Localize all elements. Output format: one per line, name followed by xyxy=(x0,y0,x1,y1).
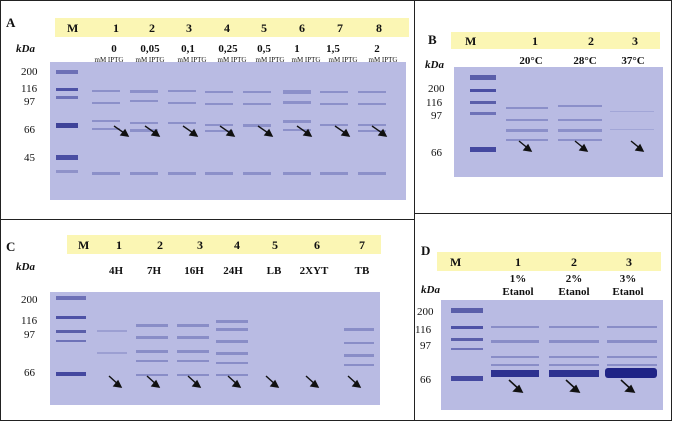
marker-label: 200 xyxy=(428,83,445,95)
condition-label: 28°C xyxy=(573,55,597,67)
lane-label: 3 xyxy=(186,21,192,35)
marker-label: 66 xyxy=(24,124,35,136)
marker-label: 97 xyxy=(431,110,442,122)
condition-label: 0,5 xyxy=(257,43,271,55)
panel-divider-left xyxy=(0,219,414,220)
marker-label: 97 xyxy=(420,340,431,352)
marker-label: 66 xyxy=(420,374,431,386)
lane-label: 2 xyxy=(157,238,163,252)
marker-label: 200 xyxy=(417,306,434,318)
condition-label: 2% xyxy=(565,273,583,285)
lane-label: 2 xyxy=(149,21,155,35)
condition-label: LB xyxy=(266,265,282,277)
marker-label: 45 xyxy=(24,152,35,164)
condition-unit: mM IPTG xyxy=(328,56,358,64)
gel-image-a xyxy=(50,62,406,200)
marker-label: 116 xyxy=(21,315,38,327)
lane-label-m: M xyxy=(465,34,477,48)
lane-label: 3 xyxy=(626,255,632,269)
lane-label: 1 xyxy=(113,21,119,35)
lane-label: 4 xyxy=(224,21,230,35)
condition-label: Etanol xyxy=(502,286,534,298)
marker-label: 200 xyxy=(21,294,38,306)
lane-label: 1 xyxy=(515,255,521,269)
condition-unit: mM IPTG xyxy=(255,56,285,64)
marker-label: 116 xyxy=(426,97,443,109)
gel-image-d xyxy=(441,300,663,410)
condition-label: 2 xyxy=(374,43,380,55)
panel-d-label: D xyxy=(421,243,431,258)
lane-label: 3 xyxy=(632,34,638,48)
condition-label: 7H xyxy=(146,265,162,277)
panel-b-label: B xyxy=(428,32,437,47)
marker-label: 200 xyxy=(21,66,38,78)
panel-b-lane-bar xyxy=(451,32,660,49)
condition-unit: mM IPTG xyxy=(217,56,247,64)
marker-label: 66 xyxy=(431,147,442,159)
lane-label: 5 xyxy=(272,238,278,252)
condition-label: 0,1 xyxy=(181,43,195,55)
condition-label: 16H xyxy=(184,265,204,277)
condition-label: Etanol xyxy=(558,286,590,298)
marker-label: 116 xyxy=(415,324,432,336)
kda-label: kDa xyxy=(421,284,440,296)
lane-label: 7 xyxy=(337,21,343,35)
lane-label: 1 xyxy=(116,238,122,252)
panel-a-label: A xyxy=(6,15,16,30)
marker-label: 97 xyxy=(24,329,35,341)
condition-label: 37°C xyxy=(621,55,645,67)
lane-label: 1 xyxy=(532,34,538,48)
lane-label: 2 xyxy=(588,34,594,48)
lane-label-m: M xyxy=(450,255,462,269)
condition-unit: mM IPTG xyxy=(291,56,321,64)
marker-label: 66 xyxy=(24,367,35,379)
marker-label: 97 xyxy=(24,96,35,108)
lane-label: 6 xyxy=(314,238,320,252)
lane-label: 5 xyxy=(261,21,267,35)
panel-d-lane-bar xyxy=(437,252,661,271)
condition-label: 20°C xyxy=(519,55,543,67)
condition-label: 24H xyxy=(223,265,243,277)
kda-label: kDa xyxy=(425,59,444,71)
condition-label: 3% xyxy=(619,273,637,285)
panel-c-label: C xyxy=(6,239,16,254)
condition-unit: mM IPTG xyxy=(368,56,398,64)
condition-label: TB xyxy=(354,265,370,277)
condition-label: 1% xyxy=(509,273,527,285)
condition-label: 1 xyxy=(294,43,300,55)
panel-divider-vertical xyxy=(414,0,415,421)
lane-label: 7 xyxy=(359,238,365,252)
condition-unit: mM IPTG xyxy=(177,56,207,64)
condition-label: 0 xyxy=(111,43,117,55)
marker-label: 116 xyxy=(21,83,38,95)
gel-image-b xyxy=(454,67,663,177)
kda-label: kDa xyxy=(16,261,35,273)
panel-divider-right xyxy=(414,213,672,214)
condition-label: 0,05 xyxy=(140,43,160,55)
condition-label: 0,25 xyxy=(218,43,238,55)
lane-label: 3 xyxy=(197,238,203,252)
condition-label: 4H xyxy=(108,265,124,277)
lane-label-m: M xyxy=(78,238,90,252)
lane-label-m: M xyxy=(67,21,79,35)
condition-label: 2XYT xyxy=(299,265,329,277)
lane-label: 8 xyxy=(376,21,382,35)
kda-label: kDa xyxy=(16,43,35,55)
condition-unit: mM IPTG xyxy=(135,56,165,64)
lane-label: 6 xyxy=(299,21,305,35)
lane-label: 2 xyxy=(571,255,577,269)
panel-c-lane-bar xyxy=(67,235,381,254)
panel-a-lane-bar xyxy=(55,18,409,37)
lane-label: 4 xyxy=(234,238,240,252)
condition-label: Etanol xyxy=(612,286,644,298)
condition-unit: mM IPTG xyxy=(94,56,124,64)
gel-image-c xyxy=(50,292,380,405)
condition-label: 1,5 xyxy=(326,43,340,55)
